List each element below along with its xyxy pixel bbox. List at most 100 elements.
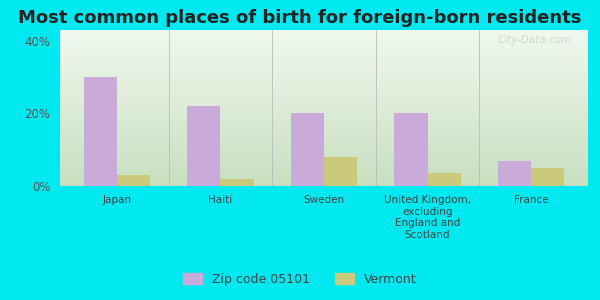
- Bar: [60, 130, 588, 131]
- Bar: [60, 142, 588, 144]
- Bar: [60, 88, 588, 89]
- Bar: [60, 74, 588, 75]
- Bar: [60, 108, 588, 110]
- Bar: [60, 100, 588, 102]
- Bar: [60, 169, 588, 170]
- Bar: [60, 50, 588, 52]
- Bar: [220, 179, 254, 186]
- Bar: [60, 160, 588, 161]
- Bar: [60, 105, 588, 106]
- Bar: [60, 63, 588, 64]
- Bar: [60, 64, 588, 66]
- Bar: [60, 99, 588, 100]
- Bar: [60, 77, 588, 78]
- Bar: [60, 178, 588, 180]
- Bar: [60, 166, 588, 167]
- Bar: [60, 172, 588, 173]
- Bar: [60, 177, 588, 178]
- Bar: [60, 55, 588, 56]
- Bar: [60, 138, 588, 139]
- Bar: [60, 167, 588, 169]
- Text: Most common places of birth for foreign-born residents: Most common places of birth for foreign-…: [19, 9, 581, 27]
- Text: City-Data.com: City-Data.com: [498, 35, 572, 45]
- Bar: [291, 113, 324, 186]
- Bar: [60, 110, 588, 111]
- Bar: [60, 69, 588, 70]
- Bar: [60, 146, 588, 147]
- Bar: [428, 173, 461, 186]
- Bar: [60, 144, 588, 146]
- Bar: [60, 86, 588, 88]
- Bar: [324, 157, 357, 186]
- Bar: [60, 103, 588, 105]
- Bar: [60, 150, 588, 152]
- Bar: [60, 44, 588, 46]
- Bar: [60, 117, 588, 119]
- Bar: [60, 32, 588, 33]
- Bar: [60, 175, 588, 177]
- Bar: [60, 125, 588, 127]
- Bar: [60, 173, 588, 175]
- Bar: [60, 66, 588, 68]
- Bar: [60, 85, 588, 86]
- Bar: [60, 61, 588, 63]
- Bar: [60, 58, 588, 60]
- Bar: [60, 141, 588, 142]
- Bar: [60, 164, 588, 166]
- Bar: [60, 46, 588, 47]
- Bar: [60, 89, 588, 91]
- Bar: [60, 148, 588, 150]
- Bar: [60, 95, 588, 97]
- Bar: [60, 153, 588, 155]
- Bar: [60, 180, 588, 181]
- Bar: [60, 106, 588, 108]
- Bar: [60, 60, 588, 61]
- Bar: [60, 124, 588, 125]
- Bar: [60, 83, 588, 85]
- Bar: [60, 53, 588, 55]
- Bar: [60, 70, 588, 72]
- Bar: [60, 121, 588, 122]
- Bar: [60, 47, 588, 49]
- Bar: [60, 78, 588, 80]
- Bar: [60, 114, 588, 116]
- Bar: [60, 183, 588, 184]
- Bar: [60, 80, 588, 82]
- Bar: [498, 160, 531, 186]
- Bar: [60, 75, 588, 77]
- Bar: [60, 94, 588, 95]
- Bar: [60, 91, 588, 92]
- Bar: [60, 49, 588, 50]
- Bar: [117, 175, 150, 186]
- Bar: [60, 131, 588, 133]
- Bar: [60, 116, 588, 117]
- Bar: [60, 36, 588, 38]
- Bar: [60, 184, 588, 186]
- Bar: [60, 158, 588, 160]
- Bar: [84, 77, 117, 186]
- Bar: [531, 168, 564, 186]
- Bar: [60, 127, 588, 128]
- Bar: [60, 35, 588, 36]
- Bar: [60, 43, 588, 44]
- Bar: [60, 156, 588, 158]
- Bar: [60, 134, 588, 136]
- Bar: [60, 72, 588, 74]
- Bar: [60, 56, 588, 58]
- Bar: [187, 106, 220, 186]
- Bar: [60, 152, 588, 153]
- Legend: Zip code 05101, Vermont: Zip code 05101, Vermont: [178, 268, 422, 291]
- Bar: [60, 97, 588, 99]
- Bar: [60, 30, 588, 31]
- Bar: [60, 139, 588, 141]
- Bar: [60, 111, 588, 113]
- Bar: [60, 163, 588, 164]
- Bar: [60, 38, 588, 39]
- Bar: [60, 52, 588, 53]
- Bar: [60, 92, 588, 94]
- Bar: [394, 113, 428, 186]
- Bar: [60, 147, 588, 148]
- Bar: [60, 39, 588, 41]
- Bar: [60, 119, 588, 121]
- Bar: [60, 133, 588, 134]
